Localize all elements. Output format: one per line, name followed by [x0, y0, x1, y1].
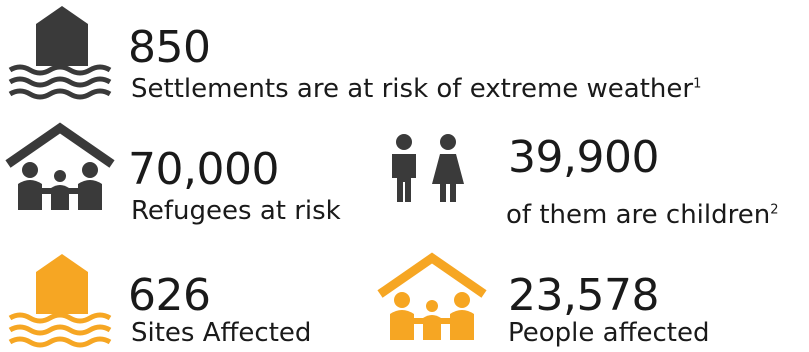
- refugees-label: Refugees at risk: [131, 196, 341, 226]
- refugees-value: 70,000: [128, 144, 279, 195]
- footnote-2: 2: [770, 202, 779, 218]
- flooded-house-icon: [8, 254, 112, 348]
- children-label: of them are children2: [506, 202, 779, 228]
- children-icon: [392, 134, 464, 202]
- children-value: 39,900: [508, 132, 659, 183]
- flooded-house-icon: [8, 6, 112, 100]
- settlements-value: 850: [128, 22, 211, 73]
- footnote-1: 1: [693, 76, 702, 92]
- children-label-text: of them are children: [506, 200, 771, 230]
- people-affected-value: 23,578: [508, 270, 659, 321]
- settlements-label-text: Settlements are at risk of extreme weath…: [131, 74, 694, 104]
- sites-label: Sites Affected: [131, 318, 312, 348]
- family-shelter-icon: [5, 122, 115, 210]
- sites-value: 626: [128, 270, 211, 321]
- settlements-label: Settlements are at risk of extreme weath…: [131, 76, 701, 102]
- family-shelter-icon: [377, 252, 487, 340]
- people-affected-label: People affected: [508, 318, 710, 348]
